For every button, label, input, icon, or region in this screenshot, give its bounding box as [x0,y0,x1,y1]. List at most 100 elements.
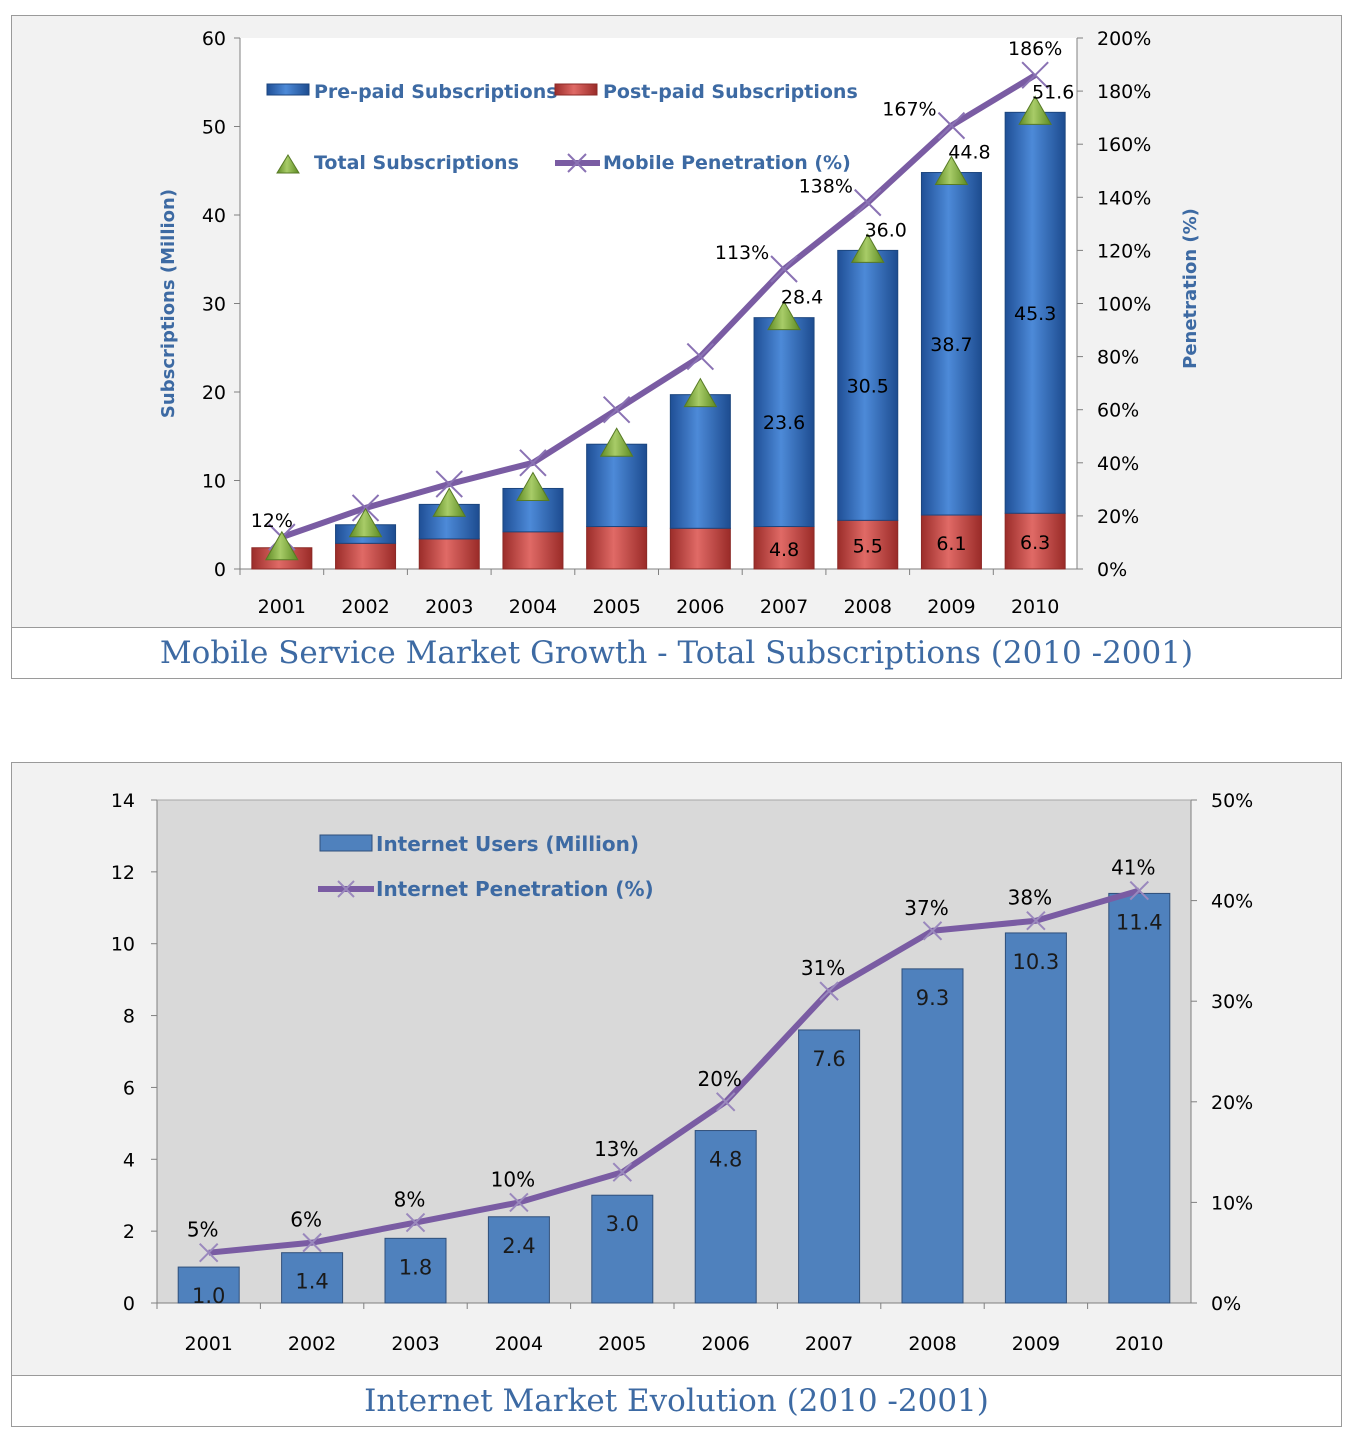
internet-penetration-marker [715,1092,736,1112]
internet-penetration-marker [819,981,839,1001]
y-tick-label: 20 [202,382,226,404]
penetration-value-label: 113% [715,242,769,264]
internet-penetration-value-label: 13% [594,1137,638,1161]
total-marker [934,155,969,186]
prepaid-bar [1004,111,1066,514]
x-tick-label: 2004 [509,596,557,618]
x-tick-label: 2001 [258,596,306,618]
internet-penetration-value-label: 37% [904,896,948,920]
internet-users-bar [901,968,964,1304]
penetration-value-label: 167% [882,99,936,121]
internet-users-bar [177,1266,240,1304]
internet-penetration-value-label: 6% [290,1208,322,1232]
internet-users-value-label: 1.4 [295,1270,328,1294]
y-axis-title: Subscriptions (Million) [158,189,179,418]
y2-tick-label: 80% [1097,347,1139,369]
total-value-label: 44.8 [948,142,990,164]
postpaid-bar [335,542,397,570]
y2-tick-label: 30% [1211,991,1253,1013]
y2-tick-label: 10% [1211,1192,1253,1214]
y2-tick-label: 180% [1097,81,1151,103]
postpaid-bar [920,514,982,570]
penetration-line [280,72,1037,540]
legend-prepaid-label: Pre-paid Subscriptions [314,81,558,103]
y2-tick-label: 100% [1097,294,1151,316]
internet-penetration-value-label: 10% [491,1167,535,1191]
x-tick-label: 2004 [495,1333,543,1355]
prepaid-value-label: 45.3 [1014,303,1056,325]
prepaid-bar [837,249,899,521]
y2-tick-label: 40% [1211,891,1253,913]
internet-penetration-value-label: 20% [697,1067,741,1091]
y-tick-label: 10 [202,471,226,493]
internet-users-value-label: 11.4 [1116,910,1163,934]
internet-penetration-line [208,887,1141,1256]
postpaid-bar [669,527,731,570]
internet-users-bar [591,1194,654,1304]
x-tick-label: 2006 [676,596,724,618]
internet-users-bar [798,1029,861,1304]
internet-users-bar [281,1252,344,1304]
y2-tick-label: 40% [1097,453,1139,475]
x-tick-label: 2002 [341,596,389,618]
internet-penetration-marker [1026,911,1046,931]
internet-penetration-marker [198,1242,219,1263]
penetration-marker [686,342,715,371]
y2-tick-label: 160% [1097,134,1151,156]
x-tick-label: 2002 [288,1333,336,1355]
total-marker [516,471,550,501]
y-tick-label: 60 [202,28,226,50]
penetration-marker [854,188,882,217]
total-value-label: 36.0 [865,219,907,241]
penetration-value-label: 186% [1008,38,1062,60]
legend-internet-penetration-marker [337,880,355,898]
y-tick-label: 14 [111,790,135,812]
internet-penetration-marker [405,1212,426,1233]
y2-tick-label: 0% [1097,559,1127,581]
internet-chart-panel: 0 2 4 6 8 10 12 14 0% 10% 20% 30% 40% 50% 2001 2002 2003… [11,762,1342,1427]
penetration-marker [519,449,547,477]
y-tick-label: 30 [202,294,226,316]
internet-chart-caption: Internet Market Evolution (2010 -2001) [12,1375,1341,1426]
internet-users-bar [1004,932,1067,1304]
y2-axis-title: Penetration (%) [1180,208,1201,369]
prepaid-bar [920,172,982,516]
total-marker [767,300,801,331]
internet-penetration-value-label: 38% [1008,886,1052,910]
y-tick-label: 6 [123,1077,135,1099]
prepaid-value-label: 38.7 [930,334,972,356]
prepaid-value-label: 30.5 [847,375,889,397]
legend-internet-users-label: Internet Users (Million) [376,832,639,856]
internet-penetration-marker [509,1192,529,1213]
internet-penetration-marker [1129,880,1150,901]
internet-users-bar [487,1216,550,1304]
internet-penetration-value-label: 5% [187,1218,219,1242]
prepaid-bar [669,394,731,529]
x-tick-label: 2010 [1115,1333,1163,1355]
total-marker [348,507,383,538]
postpaid-bar [586,526,648,570]
internet-chart: 0 2 4 6 8 10 12 14 0% 10% 20% 30% 40% 50% 2001 2002 2003… [111,790,1253,1355]
internet-users-value-label: 3.0 [606,1212,639,1236]
internet-penetration-marker [922,921,943,941]
postpaid-value-label: 6.3 [1020,532,1050,554]
total-marker [1018,95,1053,125]
y-tick-label: 40 [202,205,226,227]
postpaid-bar [418,538,480,570]
legend-penetration-marker [567,153,587,173]
postpaid-bar [1004,512,1066,570]
x-tick-label: 2009 [1012,1333,1060,1355]
y2-tick-label: 20% [1097,506,1139,528]
penetration-marker [602,395,631,424]
y-tick-label: 0 [214,559,226,581]
x-tick-label: 2010 [1011,596,1059,618]
y2-tick-label: 50% [1211,790,1253,812]
y2-tick-label: 0% [1211,1293,1241,1315]
legend-penetration-label: Mobile Penetration (%) [603,152,851,174]
y2-tick-label: 20% [1211,1092,1253,1114]
total-marker [432,487,467,517]
x-tick-label: 2007 [760,596,808,618]
internet-penetration-marker [612,1162,633,1182]
prepaid-bar [586,443,648,528]
postpaid-bar [753,526,815,570]
